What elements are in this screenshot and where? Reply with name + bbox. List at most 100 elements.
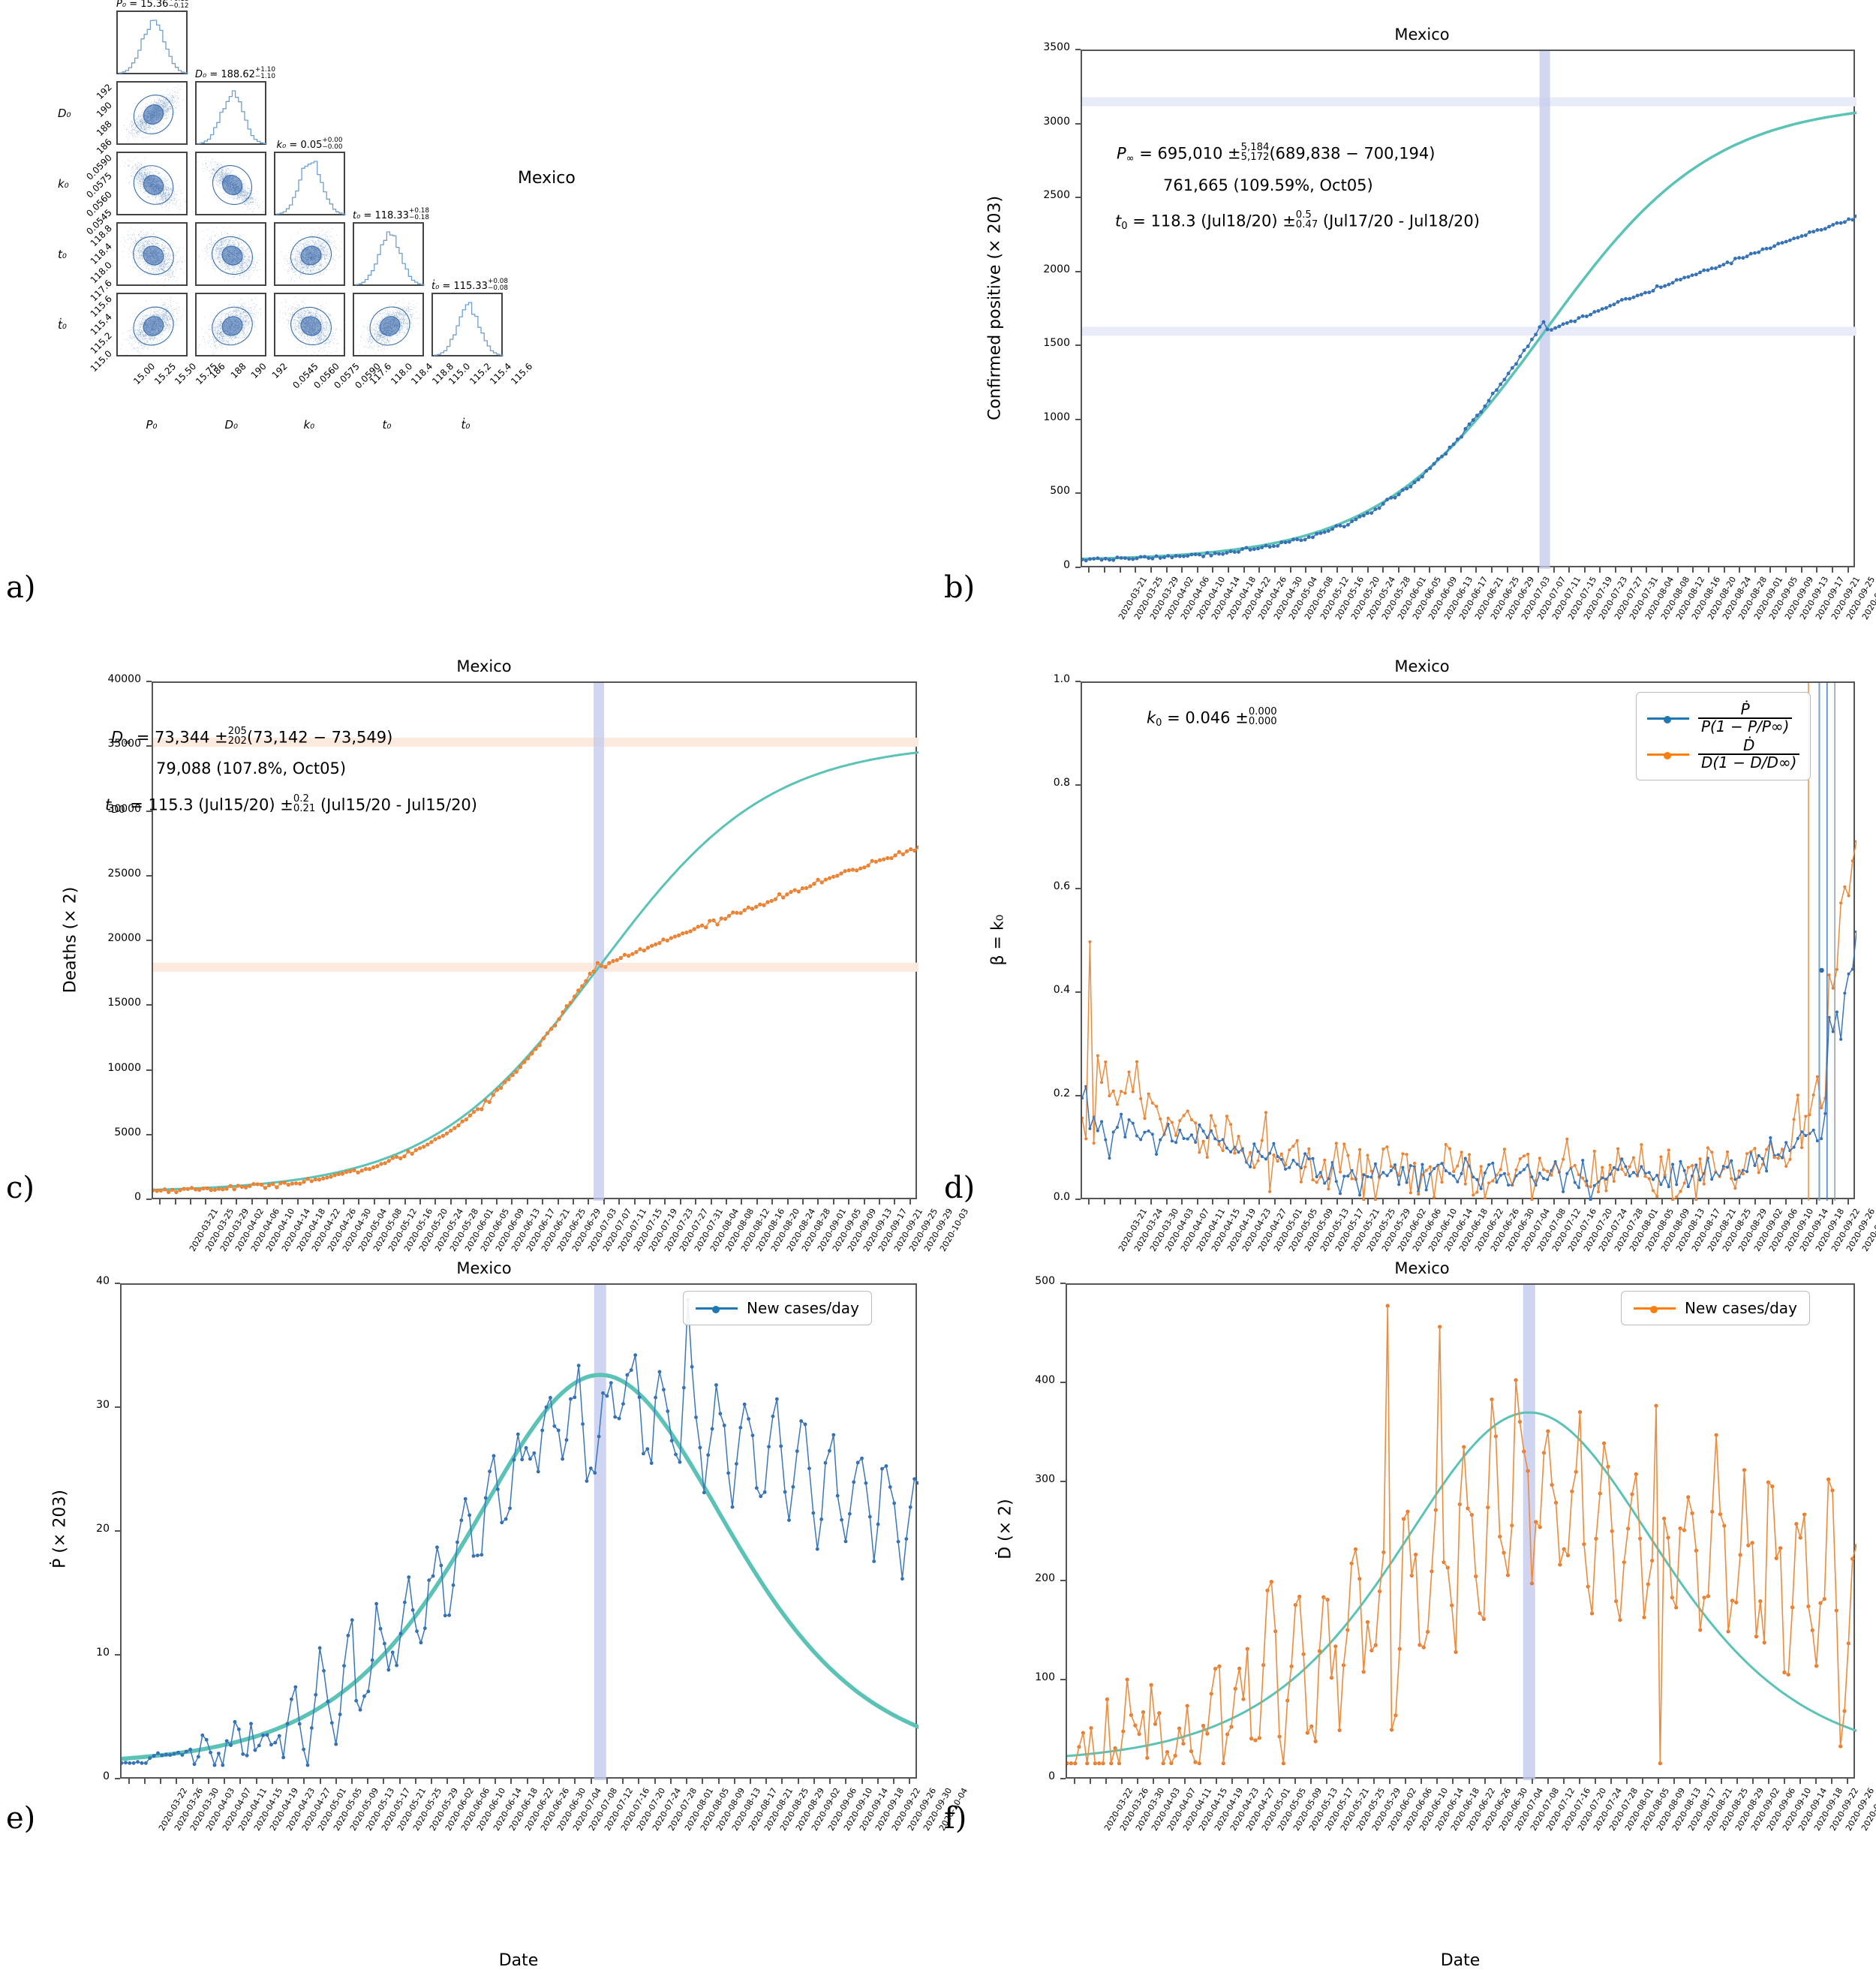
- x-tick-mark: [1367, 567, 1369, 573]
- y-tick-label: 2000: [1043, 263, 1070, 275]
- x-tick-mark: [848, 1199, 849, 1205]
- y-tick-mark: [1060, 1778, 1066, 1779]
- x-tick-mark: [542, 1199, 543, 1205]
- x-tick-mark: [1336, 1199, 1338, 1205]
- x-tick-mark: [1405, 1779, 1406, 1784]
- x-tick-mark: [1414, 567, 1415, 573]
- x-tick-mark: [1689, 1779, 1691, 1784]
- x-tick-mark: [367, 1779, 368, 1784]
- x-tick-mark: [1367, 1199, 1369, 1205]
- x-tick-mark: [1436, 1779, 1438, 1784]
- x-tick-mark: [1708, 1199, 1709, 1205]
- x-tick-mark: [1661, 1199, 1663, 1205]
- x-tick-mark: [591, 1779, 592, 1784]
- x-tick-mark: [1677, 567, 1679, 573]
- corner-scatter-D0-P0: [116, 81, 188, 145]
- x-tick-mark: [1847, 1199, 1849, 1205]
- y-tick-mark: [115, 1283, 120, 1284]
- x-tick-mark: [1243, 567, 1245, 573]
- y-tick-mark: [1075, 123, 1081, 125]
- x-tick-mark: [236, 1199, 237, 1205]
- x-tick-mark: [1522, 1199, 1523, 1205]
- corner-scatter-tD0-t0: [353, 293, 424, 356]
- panel-b: Mexico Confirmed positive (× 203) Date P…: [976, 30, 1868, 630]
- corner-axis-name-x: D₀: [225, 418, 239, 432]
- legend-item-p: Ṗ P(1 − P/P∞): [1647, 702, 1799, 735]
- x-tick-mark: [1135, 567, 1136, 573]
- x-tick-mark: [833, 1199, 834, 1205]
- x-tick-mark: [588, 1199, 589, 1205]
- panel-letter-b: b): [944, 570, 975, 605]
- x-tick-mark: [1090, 1779, 1091, 1784]
- x-tick-mark: [1642, 1779, 1643, 1784]
- y-tick-mark: [1075, 492, 1081, 494]
- x-tick-mark: [303, 1779, 305, 1784]
- corner-scatter-k0-D0: [195, 152, 266, 215]
- x-tick-mark: [711, 1199, 712, 1205]
- x-tick-mark: [1274, 1199, 1276, 1205]
- x-tick-mark: [1181, 567, 1183, 573]
- y-tick-mark: [146, 681, 152, 682]
- x-tick-mark: [845, 1779, 846, 1784]
- corner-axis-name-x: P₀: [146, 418, 158, 432]
- corner-axis-name-y: t₀: [58, 248, 67, 261]
- x-tick-mark: [1491, 1199, 1493, 1205]
- x-tick-mark: [496, 1199, 498, 1205]
- x-tick-mark: [1105, 1779, 1107, 1784]
- x-tick-mark: [1724, 567, 1725, 573]
- x-tick-mark: [813, 1779, 815, 1784]
- x-tick-mark: [1421, 1779, 1422, 1784]
- x-tick-mark: [192, 1779, 194, 1784]
- x-tick-mark: [558, 1199, 559, 1205]
- x-tick-mark: [251, 1199, 253, 1205]
- x-tick-mark: [415, 1779, 416, 1784]
- y-tick-mark: [1075, 784, 1081, 786]
- x-tick-mark: [1336, 567, 1338, 573]
- y-tick-mark: [1075, 1199, 1081, 1200]
- x-tick-mark: [399, 1779, 401, 1784]
- x-tick-mark: [281, 1199, 283, 1205]
- x-tick-mark: [1692, 567, 1694, 573]
- corner-scatter-t0-D0: [195, 222, 266, 286]
- x-tick-mark: [1373, 1779, 1375, 1784]
- x-tick-mark: [1847, 567, 1849, 573]
- x-tick-mark: [861, 1779, 863, 1784]
- x-tick-mark: [450, 1199, 452, 1205]
- x-tick-mark: [829, 1779, 831, 1784]
- x-tick-mark: [654, 1779, 656, 1784]
- y-tick-label: 500: [1035, 1275, 1055, 1287]
- y-tick-mark: [146, 811, 152, 812]
- x-tick-mark: [1579, 1779, 1580, 1784]
- y-tick-label: 1.0: [1054, 673, 1070, 685]
- y-tick-label: 0.6: [1054, 880, 1070, 892]
- x-tick-mark: [1646, 1199, 1647, 1205]
- y-tick-mark: [146, 1069, 152, 1071]
- x-tick-mark: [1584, 567, 1586, 573]
- x-tick-mark: [335, 1779, 337, 1784]
- x-tick-mark: [527, 1779, 528, 1784]
- x-tick-mark: [1801, 1199, 1802, 1205]
- x-tick-mark: [383, 1779, 384, 1784]
- x-tick-mark: [1310, 1779, 1312, 1784]
- x-tick-mark: [1500, 1779, 1502, 1784]
- y-tick-label: 40000: [107, 673, 141, 685]
- x-tick-mark: [1166, 567, 1168, 573]
- x-tick-mark: [894, 1199, 895, 1205]
- y-tick-label: 0: [1048, 1770, 1055, 1782]
- x-tick-mark: [1553, 1199, 1555, 1205]
- y-tick-label: 0: [103, 1770, 110, 1782]
- x-tick-mark: [205, 1199, 206, 1205]
- x-tick-mark: [1631, 567, 1632, 573]
- x-tick-mark: [1568, 1199, 1570, 1205]
- x-tick-mark: [877, 1779, 879, 1784]
- x-tick-mark: [1321, 1199, 1322, 1205]
- x-tick-mark: [543, 1779, 544, 1784]
- y-tick-label: 5000: [114, 1126, 141, 1138]
- x-tick-mark: [574, 1779, 576, 1784]
- x-tick-mark: [1294, 1779, 1296, 1784]
- x-tick-mark: [634, 1199, 636, 1205]
- x-tick-mark: [670, 1779, 672, 1784]
- corner-title-tD0: ṫ₀ = 115.33+0.08−0.08: [431, 278, 503, 292]
- x-tick-mark: [190, 1199, 191, 1205]
